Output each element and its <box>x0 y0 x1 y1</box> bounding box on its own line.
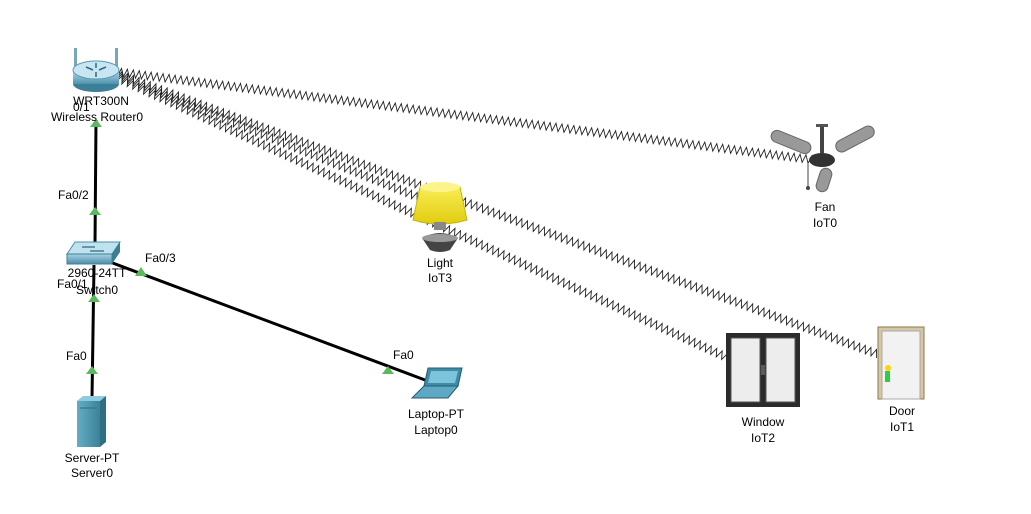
laptop-name-label: Laptop0 <box>414 423 458 437</box>
server-icon[interactable] <box>77 396 106 447</box>
switch-model-label: 2960-24TT <box>67 266 127 280</box>
laptop-model-label: Laptop-PT <box>407 407 465 421</box>
switch-name-label: Switch0 <box>75 283 119 297</box>
wireless-link-door[interactable] <box>116 70 878 359</box>
port-indicator-switch-up <box>89 207 101 215</box>
window-icon[interactable] <box>726 333 800 407</box>
door-icon[interactable] <box>877 326 925 400</box>
wired-links <box>90 119 426 399</box>
port-label-switch-up: Fa0/2 <box>58 188 89 202</box>
wireless-links <box>115 67 878 361</box>
window-name-label: IoT2 <box>750 431 775 445</box>
port-label-server-up: Fa0 <box>66 349 87 363</box>
port-label-switch-right: Fa0/3 <box>145 251 176 265</box>
port-label-laptop: Fa0 <box>393 348 414 362</box>
wireless-router-icon[interactable] <box>72 48 120 92</box>
port-indicators <box>86 119 394 374</box>
port-indicator-server-up <box>86 366 98 374</box>
port-label-switch-down: Fa0/1 <box>57 277 88 291</box>
server-name-label: Server0 <box>70 466 114 480</box>
door-model-label: Door <box>888 404 915 418</box>
link-switch-server[interactable] <box>90 264 96 399</box>
fan-name-label: IoT0 <box>812 216 837 230</box>
router-model-label: WRT300N <box>73 94 129 108</box>
port-label-router-down: 0/1 <box>73 100 90 114</box>
port-indicator-router-down <box>90 119 102 127</box>
wireless-link-light[interactable] <box>116 72 457 216</box>
port-indicator-laptop <box>382 366 394 374</box>
fan-model-label: Fan <box>814 200 836 214</box>
link-router-switch[interactable] <box>93 119 98 246</box>
link-switch-laptop[interactable] <box>109 260 426 382</box>
ceiling-fan-icon[interactable] <box>769 124 876 193</box>
port-indicator-switch-right <box>135 267 147 276</box>
door-name-label: IoT1 <box>889 420 914 434</box>
router-name-label: Wireless Router0 <box>50 110 144 124</box>
laptop-icon[interactable] <box>410 367 463 399</box>
server-model-label: Server-PT <box>64 451 120 465</box>
window-model-label: Window <box>741 415 785 429</box>
port-indicator-switch-down <box>88 294 100 302</box>
wireless-link-fan[interactable] <box>117 67 815 165</box>
switch-icon[interactable] <box>66 241 121 265</box>
light-lamp-icon[interactable] <box>412 182 468 252</box>
light-model-label: Light <box>426 256 454 270</box>
light-name-label: IoT3 <box>427 271 452 285</box>
